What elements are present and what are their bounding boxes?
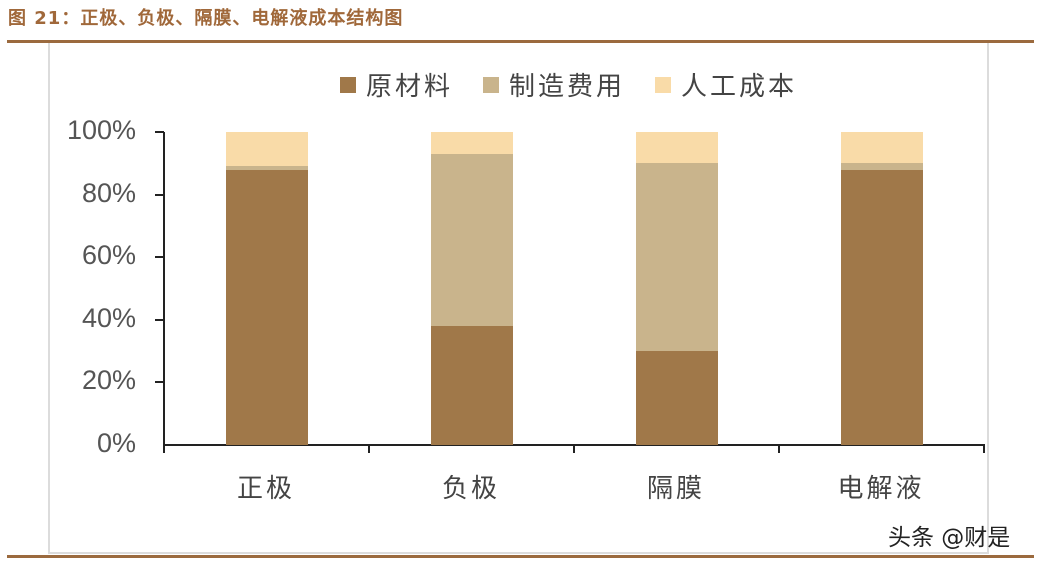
bar-segment: [430, 153, 513, 327]
y-tick: [155, 381, 164, 383]
bar-segment: [840, 163, 923, 170]
bar-segment: [635, 132, 718, 164]
bar-3: [840, 132, 923, 445]
bar-segment: [430, 326, 513, 445]
legend-swatch-labor: [655, 76, 672, 93]
bar-segment: [840, 169, 923, 445]
x-category-label: 负极: [441, 474, 500, 504]
x-tick: [983, 444, 985, 453]
y-tick: [155, 131, 164, 133]
legend-item-labor: 人工成本: [655, 66, 797, 103]
x-category-label: 正极: [236, 474, 295, 504]
bar-segment: [635, 351, 718, 445]
y-tick-label: 60%: [81, 240, 136, 270]
y-tick-label: 0%: [96, 428, 136, 458]
x-tick: [573, 444, 575, 453]
figure-title: 图 21：正极、负极、隔膜、电解液成本结构图: [8, 8, 404, 29]
top-rule: [7, 40, 1034, 43]
bar-segment: [635, 163, 718, 352]
bar-segment: [225, 132, 308, 167]
watermark: 头条 @财是: [888, 525, 1011, 551]
legend-swatch-manufacturing: [483, 76, 500, 93]
x-tick: [163, 444, 165, 453]
bar-segment: [840, 132, 923, 164]
bar-0: [225, 132, 308, 445]
bar-segment: [430, 132, 513, 154]
x-tick: [778, 444, 780, 453]
bottom-rule: [7, 555, 1034, 558]
x-category-label: 电解液: [837, 474, 925, 504]
bar-1: [430, 132, 513, 445]
legend-swatch-raw-material: [340, 76, 356, 93]
legend-item-raw-material: 原材料: [340, 66, 453, 103]
y-tick: [155, 194, 164, 196]
x-tick: [368, 444, 370, 453]
bar-segment: [225, 169, 308, 445]
y-tick-label: 20%: [81, 365, 136, 395]
bar-segment: [225, 166, 308, 170]
y-axis: [163, 132, 165, 445]
legend-label: 人工成本: [681, 72, 798, 102]
y-tick-label: 40%: [81, 303, 136, 333]
y-tick: [155, 319, 164, 321]
chart-frame: [48, 43, 989, 554]
legend: 原材料 制造费用 人工成本: [340, 66, 797, 103]
bar-2: [635, 132, 718, 445]
y-tick-label: 100%: [66, 115, 136, 145]
y-tick-label: 80%: [81, 178, 136, 208]
x-category-label: 隔膜: [646, 474, 705, 504]
legend-label: 制造费用: [509, 72, 626, 102]
legend-item-manufacturing: 制造费用: [483, 66, 625, 103]
legend-label: 原材料: [366, 72, 454, 102]
y-tick: [155, 256, 164, 258]
